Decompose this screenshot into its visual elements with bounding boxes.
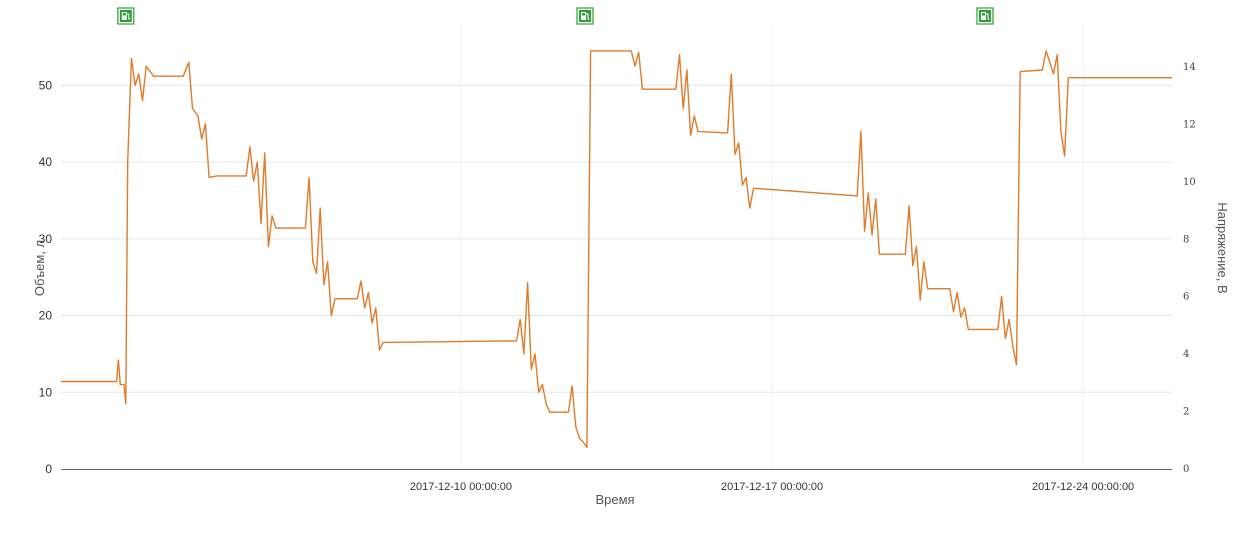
y-tick-right: 4 [1183,349,1189,360]
y-tick-left: 50 [39,78,53,92]
fuel-pump-icon[interactable] [976,7,994,25]
x-tick: 2017-12-17 00:00:00 [721,481,823,493]
y-tick-left: 10 [39,385,53,399]
fuel-pump-icon[interactable] [117,7,135,25]
fuel-pump-icon[interactable] [576,7,594,25]
y-axis-right-title: Напряжение, В [1215,202,1230,293]
y-tick-right: 10 [1183,177,1196,188]
x-tick: 2017-12-24 00:00:00 [1032,481,1134,493]
y-tick-left: 30 [39,232,53,246]
axes: 0 10 20 30 40 50 0 2 4 6 8 10 12 14 2017-12-10 00:00:0… [39,62,1196,493]
y-tick-left: 0 [45,462,52,476]
y-tick-right: 12 [1183,119,1196,130]
y-tick-right: 0 [1183,464,1189,475]
y-tick-left: 40 [39,155,53,169]
series-line [61,50,1172,449]
refuel-markers[interactable] [117,7,994,25]
series-area [61,50,1172,449]
x-tick: 2017-12-10 00:00:00 [410,481,512,493]
y-tick-right: 8 [1183,234,1189,245]
y-tick-right: 2 [1183,407,1189,418]
y-tick-left: 20 [39,309,53,323]
y-tick-right: 6 [1183,292,1189,303]
y-tick-right: 14 [1183,62,1196,73]
gridlines [61,24,1172,469]
x-axis-title: Время [595,492,634,507]
y-axis-left-title: Объем, л [32,240,47,296]
